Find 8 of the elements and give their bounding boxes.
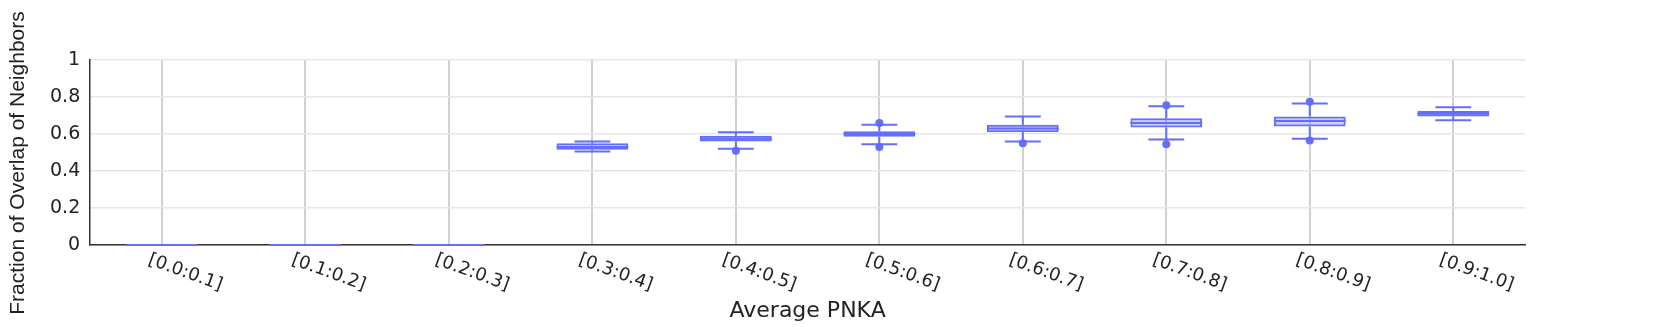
x-axis-title: Average PNKA [729, 296, 886, 322]
y-tick-label: 0.6 [50, 120, 81, 143]
y-axis-title: Fraction of Overlap of Neighbors [4, 11, 28, 315]
y-tick-label: 1 [68, 46, 81, 69]
y-tick-label: 0.4 [50, 157, 81, 180]
y-tick-label: 0.8 [50, 83, 81, 106]
y-tick-label: 0 [68, 231, 81, 254]
y-tick-label: 0.2 [50, 194, 81, 217]
